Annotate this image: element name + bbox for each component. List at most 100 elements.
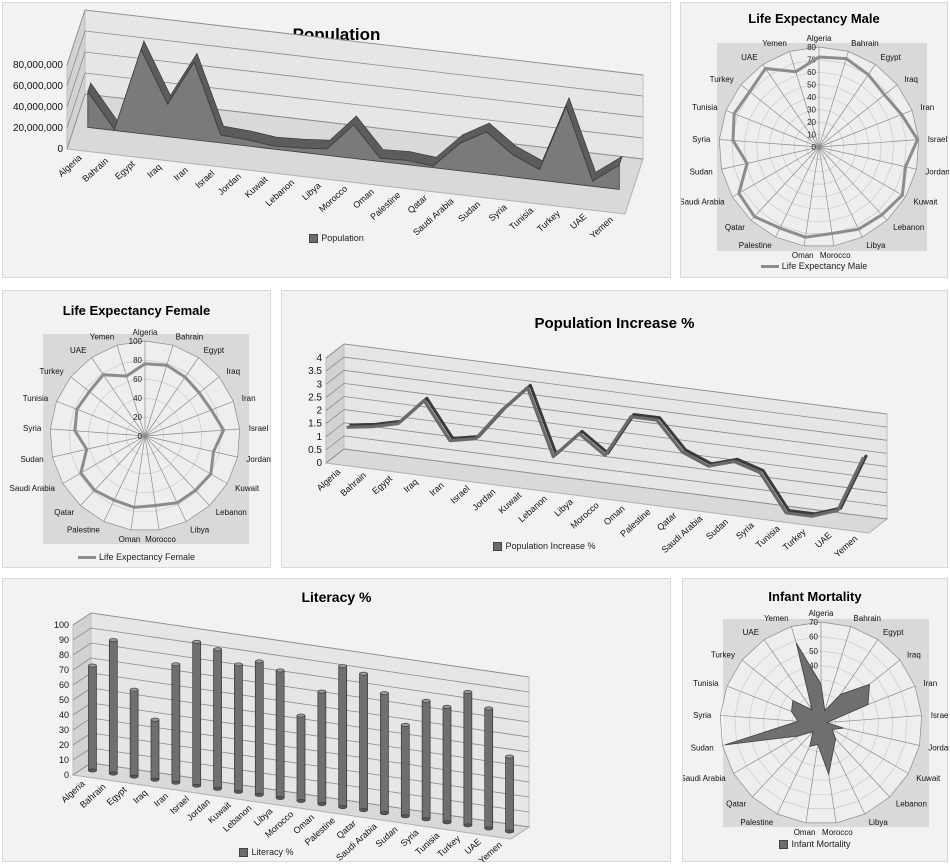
x-tick-label: Libya xyxy=(300,180,323,202)
spoke xyxy=(789,51,820,148)
bar-algeria xyxy=(88,663,97,773)
spoke xyxy=(719,139,820,148)
gridline xyxy=(325,396,888,467)
spoke xyxy=(775,146,820,238)
y-tick-label: 100 xyxy=(54,620,69,630)
point-morocco xyxy=(353,124,355,126)
y-tick-label: 40 xyxy=(59,710,69,720)
axis-label-bahrain: Bahrain xyxy=(851,39,879,48)
point-turkey xyxy=(792,700,794,702)
y-tick-label: 50 xyxy=(59,695,69,705)
x-tick-label: Jordan xyxy=(216,171,243,197)
x-tick-label: Iraq xyxy=(131,788,149,806)
point-syria xyxy=(74,430,76,432)
point-morocco xyxy=(155,505,157,507)
point-lebanon xyxy=(835,738,837,740)
r-tick-label: 60 xyxy=(807,68,816,77)
axis-label-uae: UAE xyxy=(741,53,757,62)
point-morocco xyxy=(828,773,830,775)
point-iran xyxy=(449,440,451,442)
y-tick-label: 30 xyxy=(59,725,69,735)
axis-label-turkey: Turkey xyxy=(40,367,64,376)
spoke xyxy=(91,357,146,437)
point-egypt xyxy=(840,693,842,695)
axis-label-israel: Israel xyxy=(928,135,948,144)
r-tick-label: 40 xyxy=(809,661,818,670)
series-line xyxy=(73,362,226,509)
spoke xyxy=(144,435,210,506)
point-iran xyxy=(867,704,869,706)
point-uae xyxy=(811,709,813,711)
spoke xyxy=(56,400,146,437)
axis-label-sudan: Sudan xyxy=(690,167,713,176)
x-tick-label: Turkey xyxy=(535,208,562,234)
legend-swatch xyxy=(760,265,779,269)
r-tick-label: 80 xyxy=(133,356,142,365)
point-algeria xyxy=(144,363,146,365)
x-tick-label: Algeria xyxy=(315,467,343,493)
spoke xyxy=(721,146,820,170)
x-tick-label: Syria xyxy=(487,202,509,223)
y-tick-label: 60 xyxy=(59,680,69,690)
legend-swatch xyxy=(493,542,503,552)
gridline xyxy=(325,356,888,428)
y-tick-label: 3 xyxy=(316,379,322,390)
point-iraq xyxy=(884,94,886,96)
point-jordan xyxy=(501,410,503,412)
r-tick-label: 0 xyxy=(138,432,143,441)
axis-label-bahrain: Bahrain xyxy=(853,614,881,623)
point-qatar xyxy=(432,165,434,167)
literacy-chart-title: Literacy % xyxy=(301,589,372,605)
r-tick-label: 50 xyxy=(809,647,818,656)
y-tick-label: 70 xyxy=(59,665,69,675)
r-tick-label: 30 xyxy=(807,106,816,115)
infant-mortality-chart-title: Infant Mortality xyxy=(768,589,862,604)
point-kuwait xyxy=(273,145,275,147)
point-uae xyxy=(102,374,104,376)
x-tick-label: Sudan xyxy=(456,199,482,224)
r-tick-label: 60 xyxy=(133,375,142,384)
point-egypt xyxy=(867,74,869,76)
axis-label-bahrain: Bahrain xyxy=(176,333,204,342)
spoke xyxy=(818,146,835,246)
x-tick-label: Bahrain xyxy=(80,156,110,184)
x-tick-label: Egypt xyxy=(105,784,129,807)
y-tick-label: 4 xyxy=(316,353,322,364)
y-tick-label: 2.5 xyxy=(308,392,322,403)
axis-label-lebanon: Lebanon xyxy=(896,800,927,809)
gridline xyxy=(72,642,530,708)
axis-label-palestine: Palestine xyxy=(67,526,100,535)
bar-libya xyxy=(275,668,285,800)
y-tick-label: 0 xyxy=(57,144,63,155)
point-libya xyxy=(833,748,835,750)
point-sudan xyxy=(733,461,735,463)
gridline xyxy=(325,435,888,507)
y-tick-label: 1.5 xyxy=(308,419,322,430)
x-tick-label: Oman xyxy=(351,187,376,211)
point-yemen xyxy=(795,642,797,644)
point-bahrain xyxy=(166,364,168,366)
bar-kuwait xyxy=(234,662,243,794)
point-algeria xyxy=(818,56,820,58)
gridline xyxy=(325,409,888,480)
pop-increase-legend-label: Population Increase % xyxy=(505,541,596,551)
spoke xyxy=(818,51,849,148)
gridline xyxy=(325,382,888,454)
point-bahrain xyxy=(371,426,373,428)
r-tick-label: 50 xyxy=(807,81,816,90)
point-sudan xyxy=(746,163,748,165)
spoke xyxy=(144,357,199,437)
point-turkey xyxy=(811,515,813,517)
axis-label-libya: Libya xyxy=(190,526,210,535)
point-jordan xyxy=(246,139,248,141)
axis-label-algeria: Algeria xyxy=(807,34,832,43)
y-tick-label: 60,000,000 xyxy=(13,81,63,92)
point-uae xyxy=(837,509,839,511)
point-kuwait xyxy=(831,729,833,731)
point-kuwait xyxy=(527,387,529,389)
point-yemen xyxy=(863,456,865,458)
bar-palestine xyxy=(338,664,348,809)
x-tick-label: Algeria xyxy=(56,153,84,179)
axis-label-tunisia: Tunisia xyxy=(23,394,49,403)
point-lebanon xyxy=(552,456,554,458)
